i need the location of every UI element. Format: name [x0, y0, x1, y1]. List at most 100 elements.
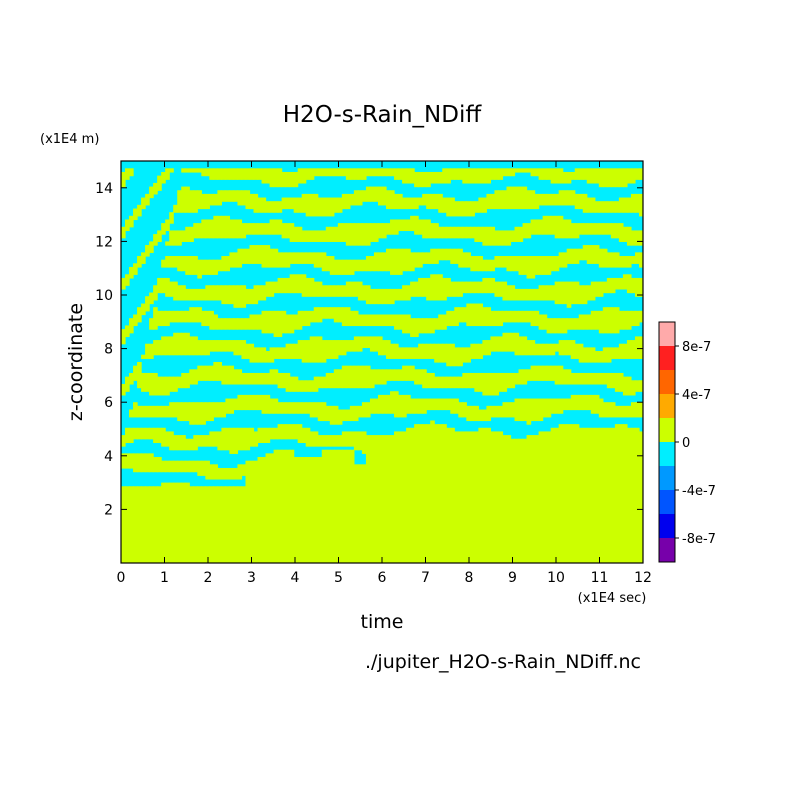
heatmap-cell	[261, 223, 267, 235]
heatmap-cell	[566, 398, 572, 411]
heatmap-cell	[554, 365, 560, 385]
heatmap-cell	[494, 310, 500, 327]
heatmap-cell	[494, 372, 500, 396]
heatmap-cell	[570, 190, 576, 206]
heatmap-cell	[209, 259, 214, 275]
heatmap-cell	[626, 168, 632, 184]
heatmap-cell	[398, 369, 403, 381]
heatmap-cell	[361, 259, 367, 272]
heatmap-cell	[297, 168, 303, 184]
heatmap-cell	[470, 256, 475, 272]
heatmap-cell	[329, 307, 335, 319]
heatmap-cell	[209, 310, 214, 330]
heatmap-cell	[177, 285, 182, 301]
heatmap-cell	[337, 223, 343, 242]
heatmap-cell	[458, 248, 463, 268]
heatmap-cell	[438, 314, 443, 330]
heatmap-cell	[165, 241, 170, 246]
heatmap-cell	[369, 369, 375, 389]
heatmap-cell	[402, 431, 407, 563]
heatmap-cell	[377, 168, 383, 177]
heatmap-cell	[506, 256, 512, 272]
heatmap-cell	[153, 307, 158, 330]
heatmap-cell	[518, 288, 524, 301]
heatmap-cell	[574, 424, 580, 563]
heatmap-cell	[418, 343, 423, 359]
heatmap-cell	[434, 398, 439, 411]
heatmap-cell	[313, 431, 319, 447]
heatmap-cell	[157, 310, 162, 327]
heatmap-cell	[317, 197, 323, 217]
heatmap-cell	[554, 427, 560, 563]
heatmap-cell	[357, 431, 363, 451]
heatmap-cell	[606, 223, 612, 235]
heatmap-cell	[265, 453, 271, 563]
heatmap-cell	[438, 398, 443, 411]
heatmap-cell	[289, 376, 295, 392]
heatmap-cell	[474, 431, 479, 563]
heatmap-cell	[145, 245, 150, 257]
heatmap-cell	[622, 197, 628, 213]
heatmap-cell	[205, 460, 210, 480]
heatmap-cell	[153, 427, 158, 443]
heatmap-cell	[293, 252, 299, 264]
heatmap-cell	[522, 398, 528, 422]
heatmap-cell	[189, 190, 194, 213]
heatmap-cell	[261, 168, 267, 184]
heatmap-cell	[610, 168, 616, 188]
heatmap-cell	[157, 486, 162, 563]
heatmap-cell	[490, 405, 496, 418]
heatmap-cell	[470, 303, 475, 327]
heatmap-cell	[325, 449, 331, 563]
heatmap-cell	[297, 226, 303, 242]
heatmap-cell	[618, 168, 624, 188]
heatmap-cell	[582, 285, 588, 305]
heatmap-cell	[514, 372, 520, 385]
heatmap-cell	[201, 340, 206, 356]
heatmap-cell	[361, 402, 367, 418]
heatmap-cell	[305, 193, 311, 217]
heatmap-cell	[406, 248, 411, 272]
heatmap-cell	[486, 427, 492, 563]
heatmap-cell	[526, 369, 532, 381]
heatmap-cell	[578, 372, 584, 385]
heatmap-cell	[614, 405, 620, 418]
heatmap-cell	[141, 427, 146, 440]
y-unit-label: (x1E4 m)	[40, 132, 99, 147]
heatmap-cell	[229, 219, 235, 239]
heatmap-cell	[450, 398, 455, 414]
heatmap-cell	[618, 277, 624, 290]
heatmap-cell	[634, 380, 640, 392]
heatmap-cell	[273, 219, 279, 235]
heatmap-cell	[398, 193, 403, 210]
heatmap-cell	[566, 219, 572, 239]
heatmap-cell	[422, 424, 427, 563]
heatmap-cell	[137, 453, 142, 473]
heatmap-cell	[498, 230, 504, 246]
heatmap-cell	[398, 168, 403, 180]
heatmap-cell	[478, 226, 483, 242]
heatmap-cell	[161, 405, 166, 418]
heatmap-cell	[341, 307, 347, 327]
heatmap-cell	[550, 365, 556, 381]
heatmap-cell	[542, 314, 548, 330]
heatmap-cell	[329, 449, 335, 563]
heatmap-cell	[313, 336, 319, 363]
heatmap-cell	[542, 431, 548, 563]
heatmap-cell	[478, 343, 483, 359]
heatmap-cell	[121, 226, 126, 239]
heatmap-cell	[361, 314, 367, 327]
heatmap-cell	[301, 457, 307, 563]
heatmap-cell	[149, 318, 154, 330]
heatmap-cell	[446, 197, 451, 217]
heatmap-cell	[285, 197, 291, 210]
heatmap-cell	[382, 186, 387, 206]
heatmap-cell	[506, 186, 512, 210]
heatmap-cell	[197, 402, 202, 425]
heatmap-cell	[582, 223, 588, 235]
heatmap-cell	[414, 252, 419, 268]
heatmap-cell	[554, 168, 560, 184]
heatmap-cell	[345, 307, 351, 327]
heatmap-cell	[390, 343, 395, 359]
heatmap-cell	[534, 365, 540, 381]
